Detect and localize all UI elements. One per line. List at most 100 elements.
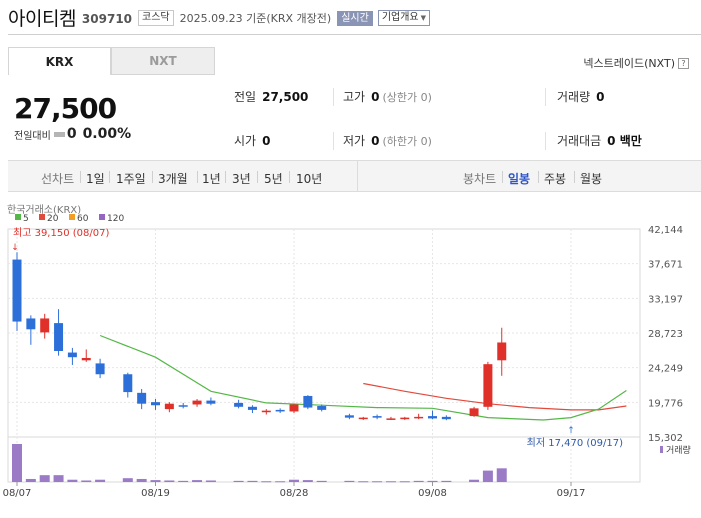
period-divider [289,171,290,183]
candle-body [95,363,105,375]
period-1w[interactable]: 1주일 [116,172,146,186]
info-prev: 전일 27,500 [234,90,309,104]
volume-bar [53,475,64,482]
volume-bar [81,480,92,482]
period-bar-center-divider [357,161,358,192]
period-10y[interactable]: 10년 [296,172,323,186]
period-divider [152,171,153,183]
tab-nxt[interactable]: NXT [111,47,215,75]
volume-bar [496,468,507,482]
volume-bar [385,481,396,483]
candle-body [497,342,507,361]
x-tick-label: 08/19 [141,488,170,499]
quote-date: 2025.09.23 기준(KRX 개장전) [179,12,332,25]
candle-chart-label: 봉차트 [463,172,497,186]
period-divider [538,171,539,183]
high-arrow-icon: ↓ [11,243,19,253]
period-5y[interactable]: 5년 [264,172,283,186]
high-annotation: 최고 39,150 (08/07) [13,227,109,239]
candle-body [358,417,368,420]
help-icon[interactable]: ? [678,57,689,69]
candle-body [234,402,244,407]
candle-body [123,374,133,393]
chart-source: 한국거래소(KRX) [7,204,81,216]
period-divider [574,171,575,183]
header-divider [8,34,701,35]
volume-bar [316,480,327,482]
volume-bar [39,475,50,482]
candle-weekly[interactable]: 주봉 [544,172,567,186]
period-divider [80,171,81,183]
volume-bar [413,480,424,482]
volume-bar [164,480,175,482]
candle-body [206,400,216,404]
price-chart-svg[interactable]: 42,144 37,671 33,197 28,723 24,249 19,776 15,3… [0,200,701,518]
x-tick-label: 08/28 [280,488,309,499]
candle-body [54,323,64,352]
candle-body [483,364,493,407]
x-tick-label: 09/08 [418,488,447,499]
change-row: 전일대비 0 0.00% [14,126,131,142]
period-1y[interactable]: 1년 [202,172,221,186]
info-separator [333,88,334,106]
volume-bar [192,480,203,482]
y-tick-label: 15,302 [648,433,683,444]
candle-body [441,416,451,420]
volume-bar [233,480,244,482]
candle-body [317,406,327,410]
info-volume: 거래량 0 [557,90,605,104]
period-1d[interactable]: 1일 [86,172,105,186]
low-arrow-icon: ↑ [567,426,575,436]
volume-bar [25,478,36,482]
candle-body [81,357,91,361]
candle-body [303,395,313,408]
candle-body [261,410,271,413]
company-overview-button[interactable]: 기업개요 ▼ [377,10,431,26]
y-tick-label: 28,723 [648,329,683,340]
tab-krx[interactable]: KRX [8,47,111,75]
low-annotation: 최저 17,470 (09/17) [527,437,623,449]
nxt-link[interactable]: 넥스트레이드(NXT) ? [583,55,689,71]
period-3y[interactable]: 3년 [232,172,251,186]
volume-bar [399,481,410,483]
volume-bar [482,470,493,482]
volume-bar [344,480,355,482]
volume-bar [302,480,313,482]
candle-body [400,417,410,420]
legend-entry-5: 5 [23,214,29,224]
y-tick-label: 19,776 [648,398,683,409]
y-tick-label: 24,249 [648,364,683,375]
volume-legend-swatch [660,446,663,453]
candle-body [344,415,354,418]
legend-swatch [39,214,45,220]
x-tick-label: 09/17 [557,488,586,499]
candle-daily[interactable]: 일봉 [508,172,531,186]
period-divider [197,171,198,183]
ma5-line [99,334,627,421]
candle-body [40,318,50,333]
volume-bar [261,481,272,483]
info-high: 고가 0 (상한가 0) [343,90,432,104]
period-bar: 선차트 1일 1주일 3개월 1년 3년 5년 10년 봉차트 일봉 주봉 월봉 [8,160,701,192]
price-chart[interactable]: 42,144 37,671 33,197 28,723 24,249 19,776 15,3… [0,200,701,518]
volume-bar [122,478,133,482]
legend-entry-120: 120 [107,214,124,224]
period-3m[interactable]: 3개월 [158,172,188,186]
candle-body [137,392,147,404]
change-label: 전일대비 [14,130,51,142]
period-divider [225,171,226,183]
candle-body [247,406,257,410]
volume-bar [95,479,106,482]
live-badge[interactable]: 실시간 [337,10,373,26]
market-tag: 코스닥 [138,10,174,26]
x-tick-label: 08/07 [3,488,32,499]
volume-bar [441,480,452,482]
candle-monthly[interactable]: 월봉 [580,172,603,186]
volume-bar [358,481,369,483]
candle-body [289,404,299,412]
volume-bar [12,444,22,482]
info-open: 시가 0 [234,134,271,148]
legend-swatch [99,214,105,220]
volume-bar [275,481,286,483]
volume-bar [289,479,299,482]
